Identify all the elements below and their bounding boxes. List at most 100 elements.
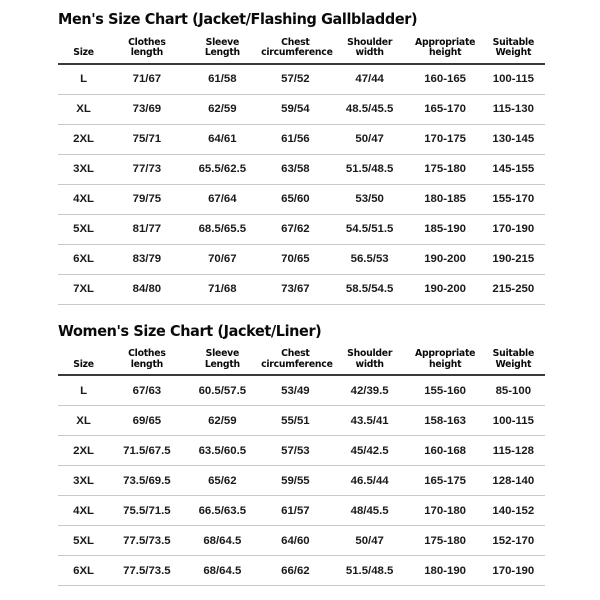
cell-clothes-length: 81/77 [109, 214, 185, 245]
table-row: XL 69/65 62/59 55/51 43.5/41 158-163 100… [58, 405, 545, 437]
cell-chest: 59/55 [260, 465, 331, 497]
table-row: 5XL 81/77 68.5/65.5 67/62 54.5/51.5 185-… [58, 214, 545, 245]
cell-size: L [58, 63, 110, 95]
table-row: 7XL 84/80 71/68 73/67 58.5/54.5 190-200 … [58, 274, 545, 305]
cell-shoulder: 45/42.5 [330, 435, 409, 467]
cell-clothes-length: 84/80 [109, 274, 185, 305]
column-header-sleeve-length: Sleeve Length [184, 34, 261, 65]
womens-size-table: Size Clothes length Sleeve Length Chest … [58, 346, 545, 587]
table-row: L 71/67 61/58 57/52 47/44 160-165 100-11… [58, 63, 545, 95]
cell-weight: 215-250 [481, 274, 545, 305]
cell-chest: 63/58 [260, 154, 331, 185]
cell-height: 165-170 [408, 94, 482, 125]
cell-size: 4XL [58, 184, 110, 215]
cell-weight: 145-155 [481, 154, 545, 185]
cell-weight: 155-170 [481, 184, 545, 215]
table-row: 4XL 75.5/71.5 66.5/63.5 61/57 48/45.5 17… [58, 495, 545, 527]
cell-height: 175-180 [408, 154, 482, 185]
cell-shoulder: 53/50 [330, 184, 409, 215]
cell-shoulder: 51.5/48.5 [330, 154, 409, 185]
cell-clothes-length: 71.5/67.5 [109, 435, 185, 467]
cell-shoulder: 58.5/54.5 [330, 274, 409, 305]
cell-sleeve-length: 66.5/63.5 [184, 495, 261, 527]
cell-sleeve-length: 67/64 [184, 184, 261, 215]
table-row: 2XL 71.5/67.5 63.5/60.5 57/53 45/42.5 16… [58, 435, 545, 467]
cell-shoulder: 50/47 [330, 525, 409, 557]
table-row: 4XL 79/75 67/64 65/60 53/50 180-185 155-… [58, 184, 545, 215]
cell-shoulder: 50/47 [330, 124, 409, 155]
mens-table-body: L 71/67 61/58 57/52 47/44 160-165 100-11… [58, 63, 545, 305]
cell-size: 4XL [58, 495, 110, 527]
cell-weight: 100-115 [481, 63, 545, 95]
cell-size: 6XL [58, 244, 110, 275]
cell-clothes-length: 77.5/73.5 [109, 555, 185, 587]
cell-height: 180-185 [408, 184, 482, 215]
column-header-size: Size [58, 346, 110, 377]
cell-shoulder: 54.5/51.5 [330, 214, 409, 245]
cell-size: 6XL [58, 555, 110, 587]
womens-size-chart-block: Women's Size Chart (Jacket/Liner) Size C… [0, 313, 600, 587]
cell-height: 165-175 [408, 465, 482, 497]
cell-height: 160-168 [408, 435, 482, 467]
cell-chest: 66/62 [260, 555, 331, 587]
cell-sleeve-length: 65/62 [184, 465, 261, 497]
cell-sleeve-length: 64/61 [184, 124, 261, 155]
cell-sleeve-length: 71/68 [184, 274, 261, 305]
cell-chest: 53/49 [260, 375, 331, 407]
table-header-row: Size Clothes length Sleeve Length Chest … [58, 34, 545, 65]
cell-weight: 170-190 [481, 214, 545, 245]
cell-size: 5XL [58, 525, 110, 557]
cell-chest: 73/67 [260, 274, 331, 305]
cell-sleeve-length: 62/59 [184, 94, 261, 125]
cell-height: 190-200 [408, 274, 482, 305]
table-row: 5XL 77.5/73.5 68/64.5 64/60 50/47 175-18… [58, 525, 545, 557]
cell-chest: 67/62 [260, 214, 331, 245]
mens-table-header: Size Clothes length Sleeve Length Chest … [58, 34, 545, 65]
cell-weight: 85-100 [481, 375, 545, 407]
womens-table-body: L 67/63 60.5/57.5 53/49 42/39.5 155-160 … [58, 375, 545, 587]
column-header-sleeve-length: Sleeve Length [184, 346, 261, 377]
womens-table-header: Size Clothes length Sleeve Length Chest … [58, 346, 545, 377]
cell-height: 158-163 [408, 405, 482, 437]
cell-height: 190-200 [408, 244, 482, 275]
column-header-size: Size [58, 34, 110, 65]
section-spacer [0, 305, 600, 313]
cell-height: 170-175 [408, 124, 482, 155]
cell-weight: 170-190 [481, 555, 545, 587]
cell-height: 160-165 [408, 63, 482, 95]
table-row: 6XL 77.5/73.5 68/64.5 66/62 51.5/48.5 18… [58, 555, 545, 587]
cell-chest: 61/57 [260, 495, 331, 527]
cell-size: 3XL [58, 154, 110, 185]
cell-chest: 57/52 [260, 63, 331, 95]
cell-weight: 152-170 [481, 525, 545, 557]
cell-sleeve-length: 68/64.5 [184, 555, 261, 587]
column-header-shoulder-width: Shoulder width [330, 346, 409, 377]
cell-size: 5XL [58, 214, 110, 245]
cell-chest: 57/53 [260, 435, 331, 467]
table-header-row: Size Clothes length Sleeve Length Chest … [58, 346, 545, 377]
cell-size: 2XL [58, 124, 110, 155]
table-row: 3XL 77/73 65.5/62.5 63/58 51.5/48.5 175-… [58, 154, 545, 185]
cell-sleeve-length: 63.5/60.5 [184, 435, 261, 467]
table-row: 6XL 83/79 70/67 70/65 56.5/53 190-200 19… [58, 244, 545, 275]
cell-height: 175-180 [408, 525, 482, 557]
column-header-appropriate-height: Appropriate height [408, 34, 482, 65]
cell-clothes-length: 75/71 [109, 124, 185, 155]
cell-weight: 190-215 [481, 244, 545, 275]
cell-clothes-length: 67/63 [109, 375, 185, 407]
cell-sleeve-length: 62/59 [184, 405, 261, 437]
cell-clothes-length: 69/65 [109, 405, 185, 437]
cell-clothes-length: 77.5/73.5 [109, 525, 185, 557]
cell-shoulder: 48/45.5 [330, 495, 409, 527]
cell-height: 180-190 [408, 555, 482, 587]
cell-shoulder: 51.5/48.5 [330, 555, 409, 587]
column-header-suitable-weight: Suitable Weight [481, 346, 545, 377]
column-header-clothes-length: Clothes length [109, 346, 185, 377]
cell-clothes-length: 73/69 [109, 94, 185, 125]
cell-clothes-length: 79/75 [109, 184, 185, 215]
cell-size: 7XL [58, 274, 110, 305]
cell-sleeve-length: 60.5/57.5 [184, 375, 261, 407]
cell-size: XL [58, 405, 110, 437]
mens-chart-title: Men's Size Chart (Jacket/Flashing Gallbl… [58, 10, 418, 28]
